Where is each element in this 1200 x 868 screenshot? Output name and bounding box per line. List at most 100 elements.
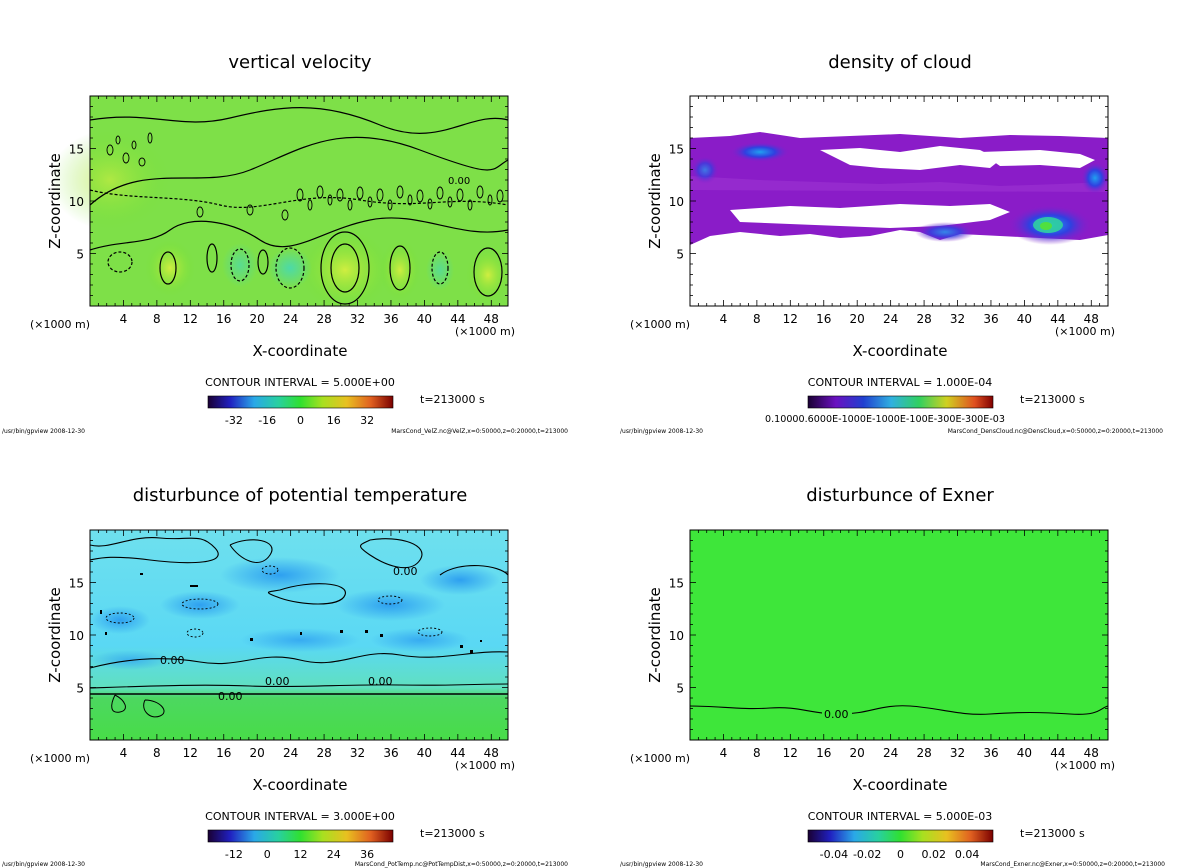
colorbar-tick-label: -16 <box>258 414 276 427</box>
footer-left: /usr/bin/gpview 2008-12-30 <box>2 861 85 868</box>
colorbar-tick-label: 0 <box>897 848 904 861</box>
colorbar-tick-label: 0 <box>264 848 271 861</box>
y-tick-label: 5 <box>76 682 84 696</box>
colorbar-tick-label: 0.02 <box>922 848 947 861</box>
colorbar-ticks: -0.04 -0.02 0 0.02 0.04 <box>820 848 980 861</box>
x-tick-label: 20 <box>850 746 865 760</box>
y-axis-label: Z-coordinate <box>646 587 664 682</box>
colorbar-tick-label: 16 <box>327 414 341 427</box>
panel-density-of-cloud: density of cloud 4 8 12 16 20 24 28 32 36 40 44 48 … <box>620 52 1163 435</box>
x-tick-label: 4 <box>120 746 128 760</box>
colorbar-tick-label: 0.04 <box>955 848 980 861</box>
x-tick-label: 44 <box>450 746 465 760</box>
y-tick-label: 5 <box>76 248 84 262</box>
footer-right: MarsCond_DensCloud.nc@DensCloud,x=0:5000… <box>948 428 1163 435</box>
y-axis-label: Z-coordinate <box>46 153 64 248</box>
y-tick-label: 5 <box>676 682 684 696</box>
x-tick-label: 4 <box>120 312 128 326</box>
footer-right: MarsCond_VelZ.nc@VelZ,x=0:50000,z=0:2000… <box>391 428 568 435</box>
x-tick-label: 16 <box>816 746 831 760</box>
x-tick-label: 36 <box>383 312 398 326</box>
x-tick-label: 36 <box>983 746 998 760</box>
x-tick-label: 32 <box>350 746 365 760</box>
colorbar-tick-label: -0.04 <box>820 848 848 861</box>
x-unit-left: (×1000 m) <box>30 318 90 331</box>
plot-area: 0.00 <box>689 529 1109 741</box>
x-tick-label: 28 <box>916 746 931 760</box>
colorbar-ticks: -12 0 12 24 36 <box>225 848 374 861</box>
colorbar-tick-label: 12 <box>294 848 308 861</box>
x-tick-label: 12 <box>183 312 198 326</box>
x-tick-label: 24 <box>283 746 298 760</box>
y-tick-marks: 5 10 15 <box>69 95 508 307</box>
x-tick-label: 48 <box>484 746 499 760</box>
y-tick-marks: 5 10 15 <box>669 95 1108 307</box>
x-tick-label: 32 <box>350 312 365 326</box>
x-tick-label: 48 <box>1084 746 1099 760</box>
x-unit-left: (×1000 m) <box>30 752 90 765</box>
colorbar-tick-label: -32 <box>225 414 243 427</box>
y-tick-label: 15 <box>69 143 84 157</box>
contour-interval: CONTOUR INTERVAL = 3.000E+00 <box>205 810 395 823</box>
y-tick-label: 10 <box>669 629 684 643</box>
x-tick-label: 24 <box>883 312 898 326</box>
x-tick-label: 40 <box>417 746 432 760</box>
x-axis-label: X-coordinate <box>253 342 348 360</box>
colorbar-tick-label: 36 <box>360 848 374 861</box>
x-tick-label: 20 <box>850 312 865 326</box>
colorbar <box>207 395 394 409</box>
y-tick-label: 10 <box>69 629 84 643</box>
x-unit-left: (×1000 m) <box>630 752 690 765</box>
y-tick-label: 10 <box>669 195 684 209</box>
x-unit-right: (×1000 m) <box>1055 325 1115 338</box>
plot-area: 0.00 <box>50 95 510 310</box>
chart-title: disturbunce of Exner <box>806 485 994 506</box>
panel-potential-temperature: disturbunce of potential temperature <box>2 485 568 868</box>
chart-title: disturbunce of potential temperature <box>133 485 468 506</box>
time-label: t=213000 s <box>420 393 485 406</box>
x-tick-marks: 4 8 12 16 20 24 28 32 36 40 44 48 <box>689 96 1109 326</box>
contour-label: 0.00 <box>160 654 185 667</box>
footer-right: MarsCond_PotTemp.nc@PotTempDist,x=0:5000… <box>355 861 568 868</box>
colorbar <box>207 829 394 843</box>
colorbar-tick-label: 32 <box>360 414 374 427</box>
time-label: t=213000 s <box>420 827 485 840</box>
colorbar-tick-label: 24 <box>327 848 341 861</box>
colorbar-tick-label: -12 <box>225 848 243 861</box>
x-tick-label: 20 <box>250 746 265 760</box>
colorbar <box>807 829 994 843</box>
x-tick-label: 32 <box>950 746 965 760</box>
x-axis-label: X-coordinate <box>853 342 948 360</box>
x-axis-label: X-coordinate <box>853 776 948 794</box>
x-tick-label: 8 <box>753 746 761 760</box>
footer-left: /usr/bin/gpview 2008-12-30 <box>620 428 703 435</box>
x-tick-label: 16 <box>216 312 231 326</box>
x-tick-label: 8 <box>153 312 161 326</box>
contour-label: 0.00 <box>824 708 849 721</box>
y-tick-marks: 5 10 15 <box>69 529 508 741</box>
x-tick-marks: 4 8 12 16 20 24 28 32 36 40 44 48 <box>689 530 1109 760</box>
x-tick-label: 44 <box>1050 746 1065 760</box>
panel-vertical-velocity: vertical velocity <box>2 52 568 435</box>
x-tick-label: 16 <box>816 312 831 326</box>
x-tick-label: 48 <box>1084 312 1099 326</box>
x-tick-label: 24 <box>883 746 898 760</box>
x-axis-label: X-coordinate <box>253 776 348 794</box>
x-tick-marks: 4 8 12 16 20 24 28 32 36 40 44 48 <box>89 530 509 760</box>
colorbar-tick-label: -0.02 <box>853 848 881 861</box>
x-tick-label: 20 <box>250 312 265 326</box>
chart-title: vertical velocity <box>228 52 372 73</box>
x-tick-label: 36 <box>383 746 398 760</box>
x-tick-label: 48 <box>484 312 499 326</box>
x-tick-label: 28 <box>316 746 331 760</box>
x-tick-label: 44 <box>1050 312 1065 326</box>
x-tick-label: 12 <box>183 746 198 760</box>
contour-interval: CONTOUR INTERVAL = 5.000E-03 <box>808 810 992 823</box>
x-unit-left: (×1000 m) <box>630 318 690 331</box>
contour-interval: CONTOUR INTERVAL = 5.000E+00 <box>205 376 395 389</box>
colorbar-labels: 0.10000.6000E-1000E-1000E-100E-300E-300E… <box>765 414 1005 425</box>
y-tick-label: 15 <box>669 143 684 157</box>
footer-left: /usr/bin/gpview 2008-12-30 <box>620 861 703 868</box>
x-tick-label: 40 <box>1017 312 1032 326</box>
